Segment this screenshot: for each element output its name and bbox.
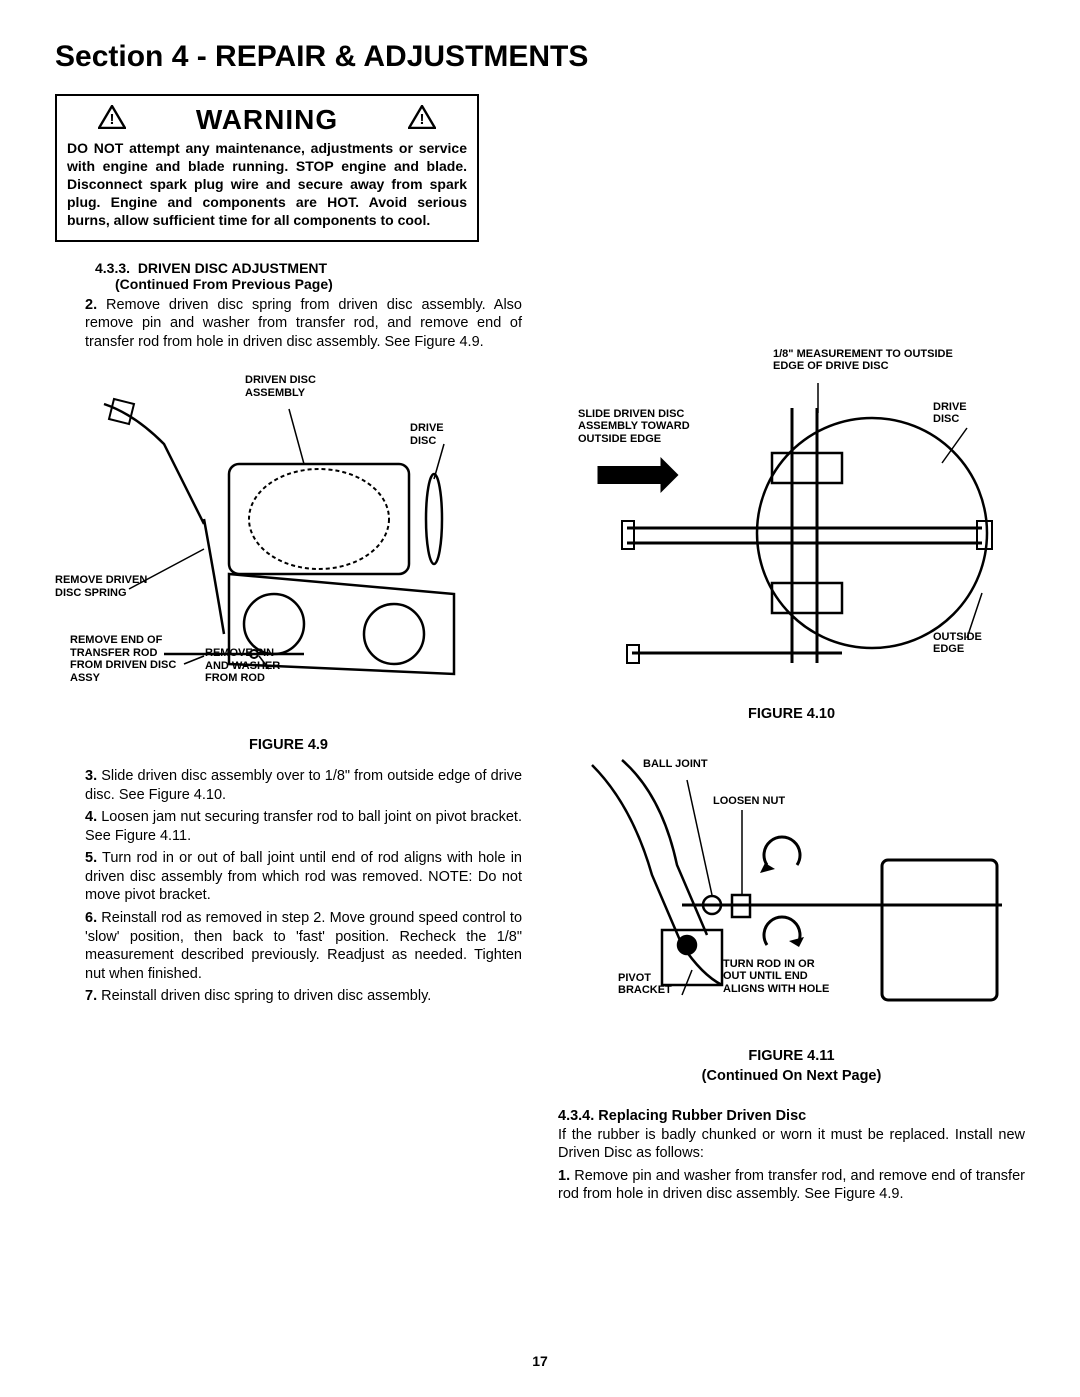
step-3: 3. Slide driven disc assembly over to 1/…	[55, 767, 522, 804]
warning-body: DO NOT attempt any maintenance, adjustme…	[67, 140, 467, 230]
warning-heading: WARNING	[196, 104, 338, 136]
figure-4-9-caption: FIGURE 4.9	[55, 737, 522, 753]
step-4: 4. Loosen jam nut securing transfer rod …	[55, 808, 522, 845]
para-434-intro: If the rubber is badly chunked or worn i…	[558, 1126, 1025, 1163]
content-columns: 4.3.3. DRIVEN DISC ADJUSTMENT (Continued…	[55, 260, 1025, 1208]
fig410-label-slide: SLIDE DRIVEN DISC ASSEMBLY TOWARD OUTSID…	[578, 408, 708, 446]
svg-text:!: !	[420, 111, 425, 128]
figure-4-11: BALL JOINT LOOSEN NUT PIVOT BRACKET TURN…	[558, 740, 1025, 1040]
subsection-name: DRIVEN DISC ADJUSTMENT	[138, 260, 327, 276]
right-column: 1/8" MEASUREMENT TO OUTSIDE EDGE OF DRIV…	[558, 260, 1025, 1208]
fig49-label-remove-spring: REMOVE DRIVEN DISC SPRING	[55, 574, 155, 599]
fig411-label-turn-rod: TURN ROD IN OR OUT UNTIL END ALIGNS WITH…	[723, 958, 833, 996]
warning-triangle-right-icon: !	[408, 105, 436, 136]
fig49-label-assembly: DRIVEN DISC ASSEMBLY	[245, 374, 355, 399]
step-7: 7. Reinstall driven disc spring to drive…	[55, 987, 522, 1006]
figure-4-9: DRIVEN DISC ASSEMBLY DRIVE DISC REMOVE D…	[55, 369, 522, 729]
warning-header: ! WARNING !	[67, 104, 467, 136]
section-title: Section 4 - REPAIR & ADJUSTMENTS	[55, 40, 1025, 74]
fig411-label-pivot-bracket: PIVOT BRACKET	[618, 972, 698, 997]
warning-triangle-left-icon: !	[98, 105, 126, 136]
left-column: 4.3.3. DRIVEN DISC ADJUSTMENT (Continued…	[55, 260, 522, 1208]
subsection-434-title: 4.3.4. Replacing Rubber Driven Disc	[558, 1108, 1025, 1124]
fig411-label-loosen-nut: LOOSEN NUT	[713, 795, 813, 808]
figure-4-10-caption: FIGURE 4.10	[558, 706, 1025, 722]
step-6: 6. Reinstall rod as removed in step 2. M…	[55, 909, 522, 983]
page-container: Section 4 - REPAIR & ADJUSTMENTS ! WARNI…	[0, 0, 1080, 1238]
svg-text:!: !	[109, 111, 114, 128]
warning-box: ! WARNING ! DO NOT attempt any maintenan…	[55, 94, 479, 242]
subsection-number: 4.3.3.	[95, 260, 130, 276]
fig49-label-remove-pin: REMOVE PIN AND WASHER FROM ROD	[205, 647, 285, 685]
fig49-label-remove-end: REMOVE END OF TRANSFER ROD FROM DRIVEN D…	[70, 634, 190, 685]
subsection-433-title: 4.3.3. DRIVEN DISC ADJUSTMENT	[55, 260, 522, 276]
subsection-433-continued: (Continued From Previous Page)	[55, 276, 522, 292]
step-434-1: 1. Remove pin and washer from transfer r…	[558, 1167, 1025, 1204]
figure-4-10: 1/8" MEASUREMENT TO OUTSIDE EDGE OF DRIV…	[558, 348, 1025, 698]
fig49-label-drive-disc: DRIVE DISC	[410, 422, 470, 447]
fig411-label-ball-joint: BALL JOINT	[643, 758, 733, 771]
step-2: 2. Remove driven disc spring from driven…	[55, 296, 522, 352]
step-5: 5. Turn rod in or out of ball joint unti…	[55, 849, 522, 905]
figure-4-11-caption: FIGURE 4.11	[558, 1048, 1025, 1064]
fig410-label-drive-disc: DRIVE DISC	[933, 401, 988, 426]
page-number: 17	[0, 1353, 1080, 1369]
fig410-label-measurement: 1/8" MEASUREMENT TO OUTSIDE EDGE OF DRIV…	[773, 348, 963, 373]
continued-next-page: (Continued On Next Page)	[558, 1068, 1025, 1084]
fig410-label-outside-edge: OUTSIDE EDGE	[933, 631, 1003, 656]
